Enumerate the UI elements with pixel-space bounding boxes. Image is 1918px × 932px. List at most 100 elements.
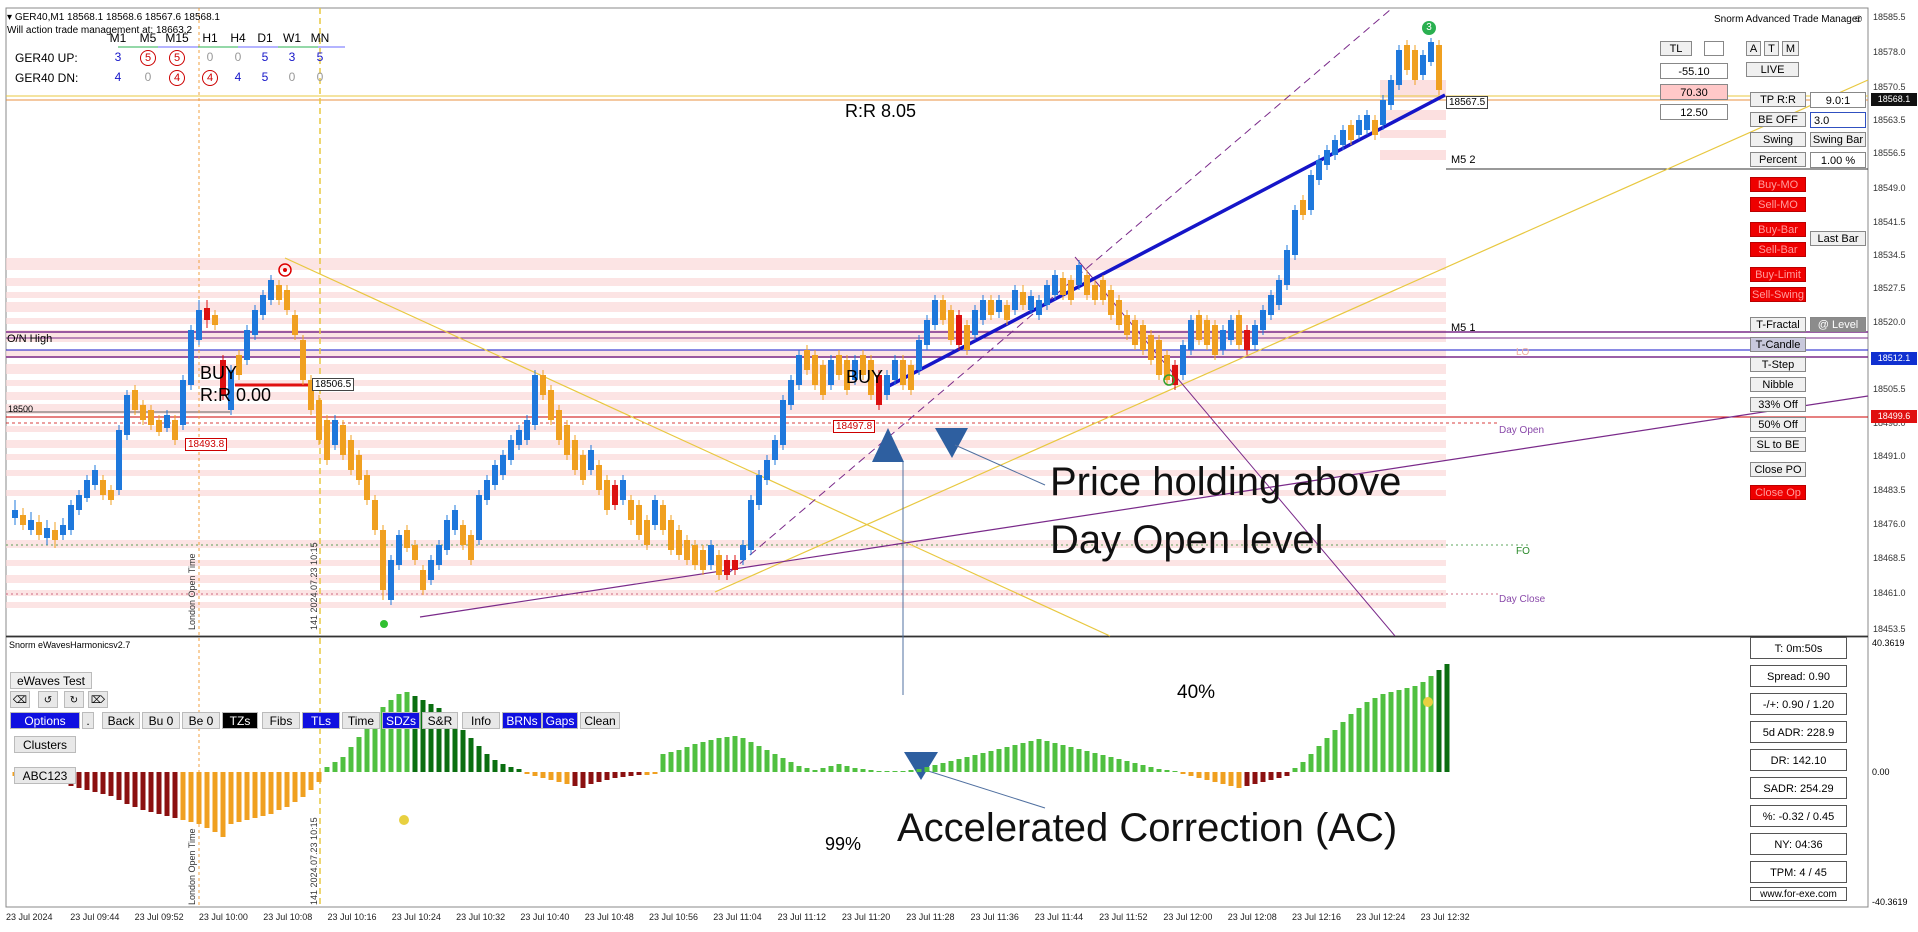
close-po-button[interactable]: Close PO [1750,462,1806,477]
dropdown-icon[interactable]: ▾ [7,12,13,23]
candle [1028,296,1034,310]
swing-bar-button[interactable]: Swing Bar [1810,132,1866,147]
oscillator-bar [1260,772,1266,782]
oscillator-bar [420,700,426,772]
tp-rr-value[interactable]: 9.0:1 [1810,92,1866,108]
options-button[interactable]: Options [10,712,80,729]
candle [924,320,930,345]
nav-prev-icon[interactable]: ↺ [38,691,58,708]
off33-button[interactable]: 33% Off [1750,397,1806,412]
be-value-input[interactable]: 3.0 [1810,112,1866,128]
brns-button[interactable]: BRNs [502,712,542,729]
bu0-button[interactable]: Bu 0 [142,712,180,729]
mtf-dn-value: 4 [234,70,242,84]
sell-mo-button[interactable]: Sell-MO [1750,197,1806,212]
be0-button[interactable]: Be 0 [182,712,220,729]
zone-band [6,258,1446,270]
swing-button[interactable]: Swing [1750,132,1806,147]
candle [428,560,434,580]
sdzs-button[interactable]: SDZs [382,712,420,729]
live-button[interactable]: LIVE [1746,62,1799,77]
percent-button[interactable]: Percent [1750,152,1806,167]
tp-rr-button[interactable]: TP R:R [1750,92,1806,107]
sell-swing-button[interactable]: Sell-Swing [1750,287,1806,302]
buy-bar-button[interactable]: Buy-Bar [1750,222,1806,237]
stat-adr: 5d ADR: 228.9 [1750,721,1847,743]
candle [868,360,874,395]
candle [580,455,586,480]
triangle-down-icon [904,752,938,780]
t-step-button[interactable]: T-Step [1750,357,1806,372]
dot-button[interactable]: . [82,712,94,729]
off50-button[interactable]: 50% Off [1750,417,1806,432]
oscillator-bar [1020,743,1026,772]
percent-value[interactable]: 1.00 % [1810,152,1866,168]
candle [284,290,290,310]
price-axis-label: 18549.0 [1873,183,1906,193]
oscillator-bar [828,766,834,772]
be-off-button[interactable]: BE OFF [1750,112,1806,127]
t-fractal-button[interactable]: T-Fractal [1750,317,1806,332]
sl-to-be-button[interactable]: SL to BE [1750,437,1806,452]
last-bar-button[interactable]: Last Bar [1810,231,1866,246]
price-axis-label: 18541.5 [1873,217,1906,227]
candle [756,475,762,505]
candle [644,520,650,545]
candle [380,530,386,590]
oscillator-bar [988,751,994,772]
a-button[interactable]: A [1746,41,1761,56]
clusters-button[interactable]: Clusters [14,736,76,753]
candle [1180,345,1186,375]
back-button[interactable]: Back [102,712,140,729]
fibs-button[interactable]: Fibs [262,712,300,729]
close-op-button[interactable]: Close Op [1750,485,1806,500]
triangle-up-icon [872,428,904,462]
oscillator-bar [364,727,370,772]
oscillator-bar [1236,772,1242,788]
nav-first-icon[interactable]: ⌫ [10,691,30,708]
t-candle-button[interactable]: T-Candle [1750,337,1806,352]
blank-toggle[interactable] [1704,41,1724,56]
fo-label: FO [1516,546,1530,557]
at-level-button[interactable]: @ Level [1810,317,1866,332]
ewaves-test-button[interactable]: eWaves Test [10,672,92,689]
mtf-up-value: 3 [288,50,296,64]
candle [636,505,642,535]
oscillator-bar [148,772,154,812]
candle [964,325,970,350]
oscillator-bar [748,742,754,772]
tzs-button[interactable]: TZs [222,712,258,729]
candle [940,300,946,320]
buy-limit-button[interactable]: Buy-Limit [1750,267,1806,282]
nav-last-icon[interactable]: ⌦ [88,691,108,708]
abc123-button[interactable]: ABC123 [14,767,76,784]
oscillator-bar [1116,759,1122,772]
osc-axis-top: 40.3619 [1872,638,1905,648]
oscillator-bar [788,762,794,772]
candle [1052,275,1058,295]
m-button[interactable]: M [1782,41,1799,56]
candle [516,430,522,445]
nibble-button[interactable]: Nibble [1750,377,1806,392]
candle [1300,200,1306,215]
info-button[interactable]: Info [462,712,500,729]
tl-button[interactable]: TL [1660,41,1692,56]
tls-button[interactable]: TLs [302,712,340,729]
oscillator-bar [380,707,386,772]
candle [1204,320,1210,345]
candle [468,535,474,560]
clean-button[interactable]: Clean [580,712,620,729]
sr-button[interactable]: S&R [422,712,458,729]
buy-mo-button[interactable]: Buy-MO [1750,177,1806,192]
nav-next-icon[interactable]: ↻ [64,691,84,708]
candle [28,520,34,530]
time-button[interactable]: Time [342,712,380,729]
sell-bar-button[interactable]: Sell-Bar [1750,242,1806,257]
t-button[interactable]: T [1764,41,1779,56]
zone-band [6,540,1446,548]
m5-1-label: M5 1 [1451,322,1476,334]
stat-url[interactable]: www.for-exe.com [1750,887,1847,901]
oscillator-bar [124,772,130,804]
gaps-button[interactable]: Gaps [542,712,578,729]
